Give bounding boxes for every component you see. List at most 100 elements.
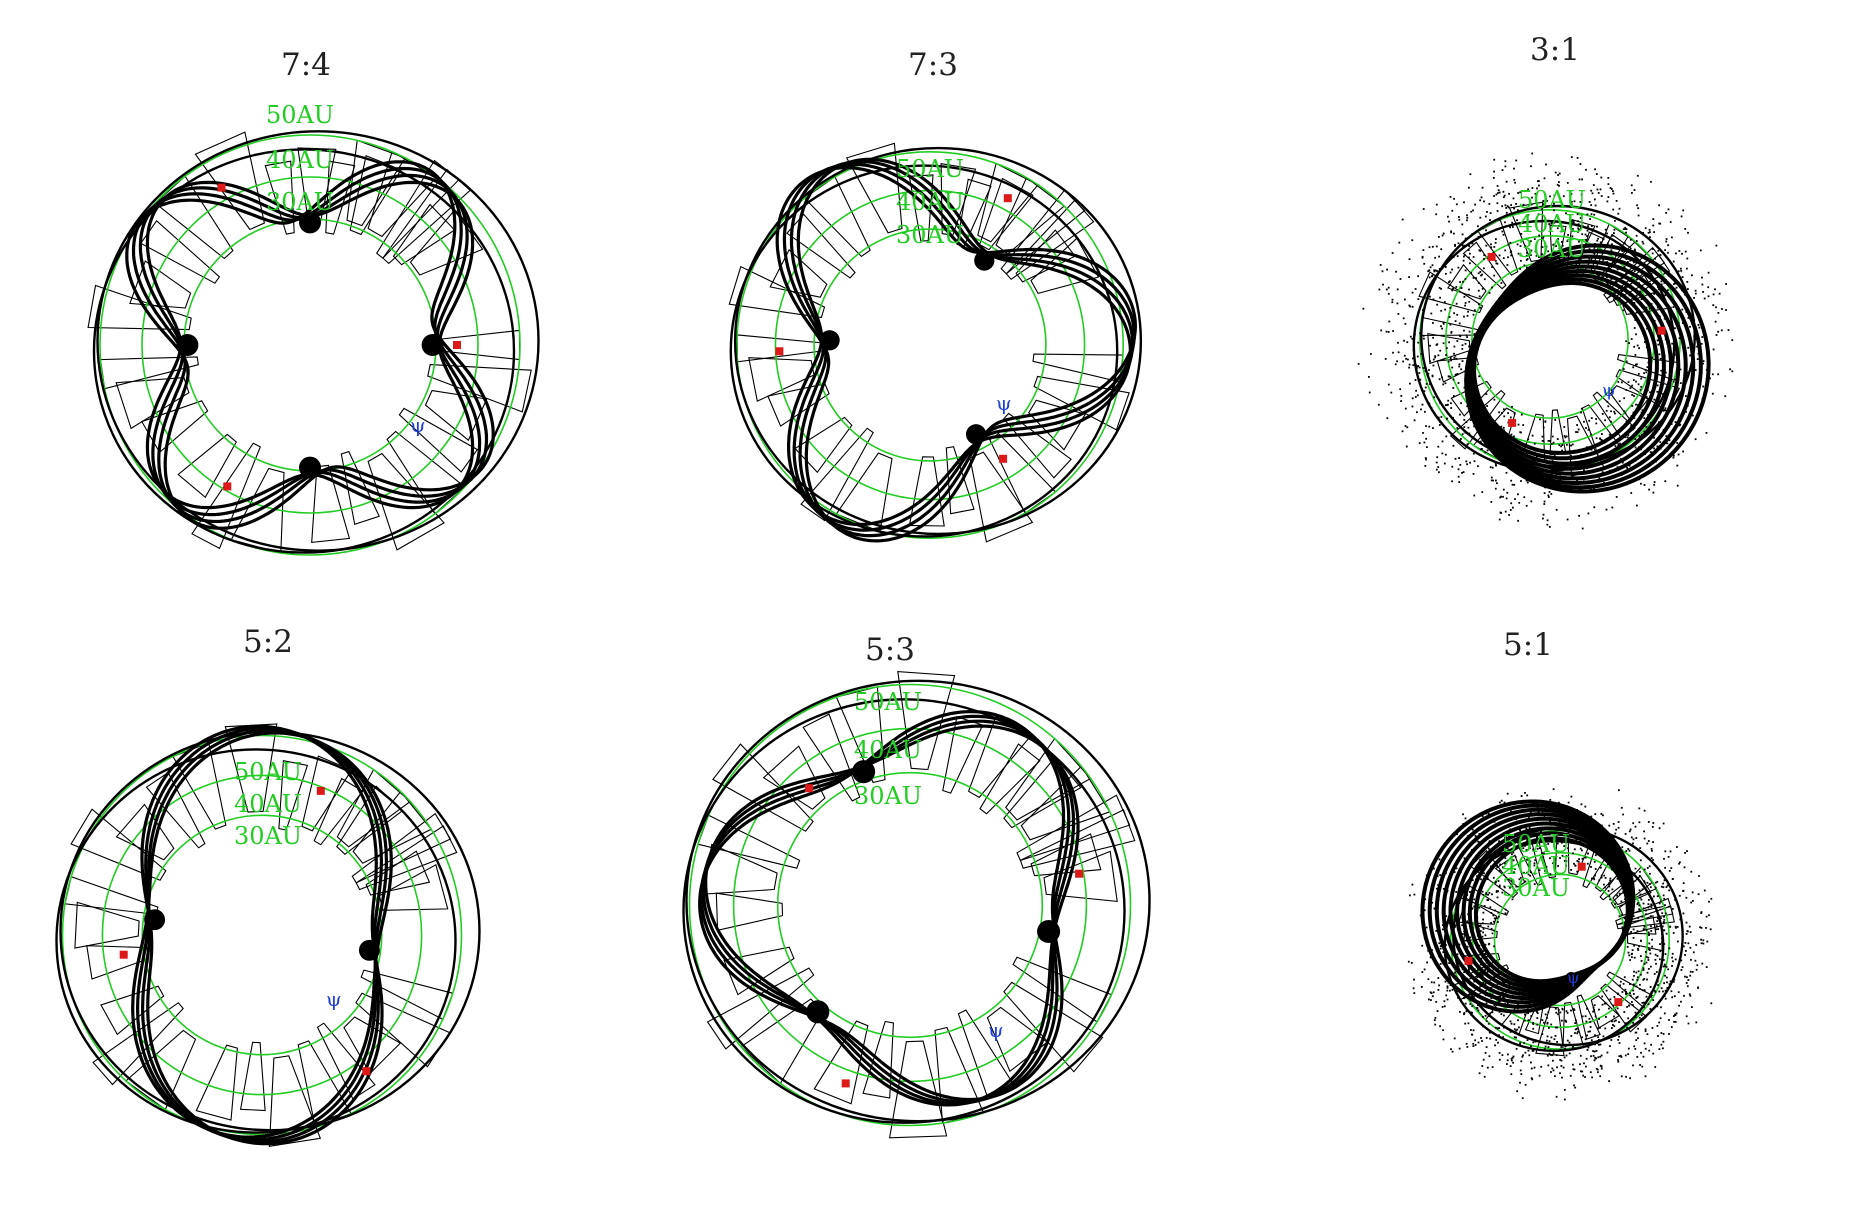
particle-dot	[1672, 353, 1675, 356]
particle-dot	[1505, 471, 1508, 474]
particle-dot	[1505, 974, 1507, 977]
particle-dot	[1611, 506, 1614, 509]
particle-dot	[1435, 468, 1438, 471]
particle-dot	[1537, 475, 1540, 478]
particle-dot	[1639, 896, 1642, 899]
particle-dot	[1617, 826, 1620, 829]
particle-dot	[1663, 995, 1666, 997]
particle-dot	[1590, 1055, 1592, 1058]
particle-dot	[1505, 844, 1508, 847]
particle-dot	[1488, 840, 1491, 842]
particle-dot	[1563, 860, 1566, 862]
particle-dot	[1525, 827, 1528, 830]
particle-dot	[1640, 1051, 1642, 1054]
particle-dot	[1583, 420, 1585, 423]
particle-dot	[1492, 914, 1495, 917]
particle-dot	[1549, 857, 1551, 860]
particle-dot	[1709, 928, 1712, 931]
particle-dot	[1548, 1052, 1551, 1055]
particle-dot	[1721, 308, 1723, 310]
particle-dot	[1482, 982, 1485, 984]
particle-dot	[1639, 388, 1642, 391]
particle-dot	[1666, 342, 1669, 344]
particle-dot	[1493, 1004, 1496, 1007]
particle-dot	[1658, 204, 1660, 207]
particle-dot	[1423, 337, 1425, 340]
particle-dot	[1664, 997, 1667, 1000]
particle-dot	[1676, 926, 1679, 928]
particle-dot	[1625, 881, 1628, 884]
particle-dot	[1628, 342, 1630, 344]
particle-dot	[1438, 268, 1441, 270]
particle-dot	[1555, 508, 1558, 511]
red-square-marker-icon	[217, 183, 226, 192]
particle-dot	[1462, 823, 1465, 825]
particle-dot	[1628, 849, 1631, 852]
particle-dot	[1498, 518, 1501, 521]
particle-dot	[1520, 838, 1523, 841]
particle-dot	[1452, 387, 1455, 389]
particle-dot	[1515, 203, 1517, 205]
particle-dot	[1623, 397, 1626, 400]
particle-dot	[1644, 1075, 1647, 1078]
particle-dot	[1437, 955, 1440, 957]
particle-dot	[1660, 900, 1662, 903]
particle-dot	[1470, 921, 1472, 924]
particle-dot	[1495, 464, 1497, 467]
particle-dot	[1589, 1021, 1592, 1023]
particle-dot	[1553, 868, 1556, 871]
particle-dot	[1638, 807, 1641, 810]
particle-dot	[1419, 332, 1421, 335]
particle-dot	[1565, 435, 1568, 438]
particle-dot	[1562, 195, 1565, 198]
particle-dot	[1496, 185, 1499, 187]
particle-dot	[1442, 917, 1445, 920]
particle-dot	[1668, 986, 1671, 988]
particle-dot	[1506, 847, 1509, 850]
particle-dot	[1628, 280, 1631, 282]
particle-dot	[1552, 1059, 1554, 1062]
particle-dot	[1645, 371, 1648, 374]
particle-dot	[1513, 412, 1516, 415]
particle-dot	[1380, 329, 1383, 332]
particle-dot	[1667, 905, 1670, 908]
particle-dot	[1422, 367, 1425, 369]
particle-dot	[1548, 223, 1551, 225]
particle-dot	[1414, 396, 1417, 398]
particle-dot	[1683, 866, 1686, 869]
particle-dot	[1533, 883, 1536, 885]
particle-dot	[1603, 874, 1606, 877]
particle-dot	[1632, 822, 1635, 825]
particle-dot	[1650, 906, 1653, 908]
particle-dot	[1563, 257, 1566, 259]
particle-dot	[1674, 899, 1676, 901]
particle-dot	[1414, 333, 1416, 336]
particle-dot	[1634, 1016, 1637, 1019]
particle-dot	[1493, 422, 1496, 425]
particle-dot	[1702, 291, 1704, 293]
particle-dot	[1482, 931, 1484, 934]
particle-dot	[1638, 889, 1641, 892]
particle-dot	[1622, 885, 1624, 888]
particle-dot	[1575, 838, 1578, 841]
particle-dot	[1448, 281, 1450, 283]
particle-dot	[1644, 1047, 1647, 1050]
particle-dot	[1437, 884, 1440, 886]
particle-dot	[1683, 342, 1686, 345]
particle-dot	[1699, 383, 1702, 386]
particle-dot	[1650, 303, 1653, 305]
particle-dot	[1618, 892, 1621, 895]
particle-dot	[1505, 180, 1508, 183]
particle-dot	[1496, 865, 1498, 867]
particle-dot	[1432, 322, 1434, 324]
particle-dot	[1685, 311, 1688, 313]
particle-dot	[1580, 407, 1583, 410]
particle-dot	[1377, 403, 1380, 406]
particle-dot	[1612, 190, 1614, 192]
particle-dot	[1408, 258, 1411, 261]
particle-dot	[1499, 801, 1501, 804]
particle-dot	[1413, 992, 1416, 994]
particle-dot	[1684, 372, 1687, 375]
particle-dot	[1438, 471, 1440, 474]
particle-dot	[1610, 389, 1613, 392]
